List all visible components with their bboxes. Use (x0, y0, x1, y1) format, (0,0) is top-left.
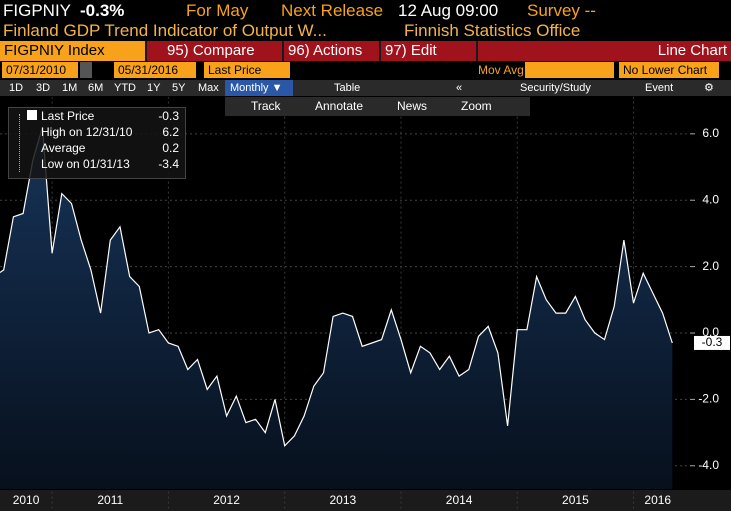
y-tick-label: -2.0 (698, 392, 719, 406)
calendar-button[interactable] (80, 62, 92, 78)
track-tool[interactable]: Track (251, 99, 281, 113)
period-row: 1D 3D 1M 6M YTD 1Y 5Y Max Monthly ▼ Tabl… (0, 80, 731, 96)
actions-button[interactable]: 96) Actions (284, 41, 379, 61)
source: Finnish Statistics Office (404, 21, 581, 40)
x-tick-label: 2011 (97, 493, 123, 507)
legend-value: 0.2 (162, 141, 179, 155)
y-tick-label: 4.0 (702, 192, 719, 206)
x-tick-label: 2013 (329, 493, 356, 507)
news-tool[interactable]: News (397, 99, 428, 113)
event-button[interactable]: Event (645, 82, 674, 94)
x-axis-strip (0, 490, 731, 511)
security-study-button[interactable]: Security/Study (520, 82, 591, 94)
legend: Last Price -0.3 High on 12/31/10 6.2 Avera… (8, 107, 186, 179)
y-tick-label: 2.0 (702, 259, 719, 273)
period-button[interactable]: 6M (88, 82, 104, 94)
compare-button[interactable]: 95) Compare (147, 41, 282, 61)
legend-value: 6.2 (162, 125, 179, 139)
period-button[interactable]: 1D (9, 82, 24, 94)
end-date[interactable]: 05/31/2016 (114, 62, 196, 78)
legend-label: Average (41, 141, 86, 155)
x-tick-label: 2015 (562, 493, 589, 507)
start-date[interactable]: 07/31/2010 (2, 62, 78, 78)
ticker: FIGPNIY (3, 1, 72, 20)
chart: 2010 2011 2012 2013 2014 2015 2016 6.0 4.0 2.0 0.0… (0, 97, 731, 511)
legend-value: -3.4 (158, 157, 179, 171)
collapse-button[interactable]: « (456, 82, 463, 94)
legend-label: Last Price (41, 109, 95, 123)
survey: Survey -- (527, 1, 596, 20)
legend-swatch (27, 110, 37, 120)
period-button[interactable]: 5Y (172, 82, 186, 94)
period-button[interactable]: 1M (62, 82, 78, 94)
toolbar-row: FIGPNIY Index 95) Compare 96) Actions 97… (0, 41, 731, 61)
legend-label: High on 12/31/10 (41, 125, 133, 139)
legend-value: -0.3 (158, 109, 179, 123)
x-tick-label: 2016 (644, 493, 671, 507)
last-value-label: -0.3 (702, 335, 723, 349)
lower-chart-select[interactable]: No Lower Chart (619, 62, 719, 78)
y-tick-label: 0.0 (702, 325, 719, 339)
study-label: Mov Avg (478, 63, 524, 77)
period-button[interactable]: YTD (114, 82, 136, 94)
change: -0.3% (80, 1, 125, 20)
legend-bracket (19, 114, 21, 172)
area-fill (0, 127, 673, 489)
x-tick-label: 2014 (446, 493, 473, 507)
frequency-select[interactable]: Monthly ▼ (225, 80, 293, 96)
last-value-tag (694, 335, 730, 350)
edit-button[interactable]: 97) Edit (381, 41, 476, 61)
header-row: FIGPNIY -0.3% For May Next Release 12 Au… (0, 0, 731, 20)
security-field[interactable]: FIGPNIY Index (0, 41, 145, 61)
description: Finland GDP Trend Indicator of Output W.… (3, 21, 327, 40)
field-select[interactable]: Last Price (204, 62, 290, 78)
chart-tools: Track Annotate News Zoom (225, 97, 530, 116)
x-tick-label: 2010 (13, 493, 40, 507)
price-line (0, 127, 673, 448)
table-button[interactable]: Table (334, 82, 361, 94)
y-tick-label: -4.0 (698, 458, 719, 472)
next-release: 12 Aug 09:00 (398, 1, 499, 20)
period-button[interactable]: 3D (36, 82, 51, 94)
next-release-label: Next Release (281, 1, 384, 20)
period-button[interactable]: Max (198, 82, 219, 94)
description-row: Finland GDP Trend Indicator of Output W.… (0, 20, 731, 40)
period-button[interactable]: 1Y (147, 82, 161, 94)
study-select[interactable]: Mov Avg (470, 62, 614, 78)
period: For May (186, 1, 249, 20)
annotate-tool[interactable]: Annotate (315, 99, 364, 113)
y-tick-label: 6.0 (702, 126, 719, 140)
legend-label: Low on 01/31/13 (41, 157, 130, 171)
settings-button[interactable]: ⚙ (704, 82, 714, 94)
date-row: 07/31/2010 05/31/2016 Last Price Mov Avg… (0, 62, 731, 79)
zoom-tool[interactable]: Zoom (461, 99, 492, 113)
x-tick-label: 2012 (213, 493, 240, 507)
chart-type[interactable]: Line Chart (478, 41, 731, 61)
